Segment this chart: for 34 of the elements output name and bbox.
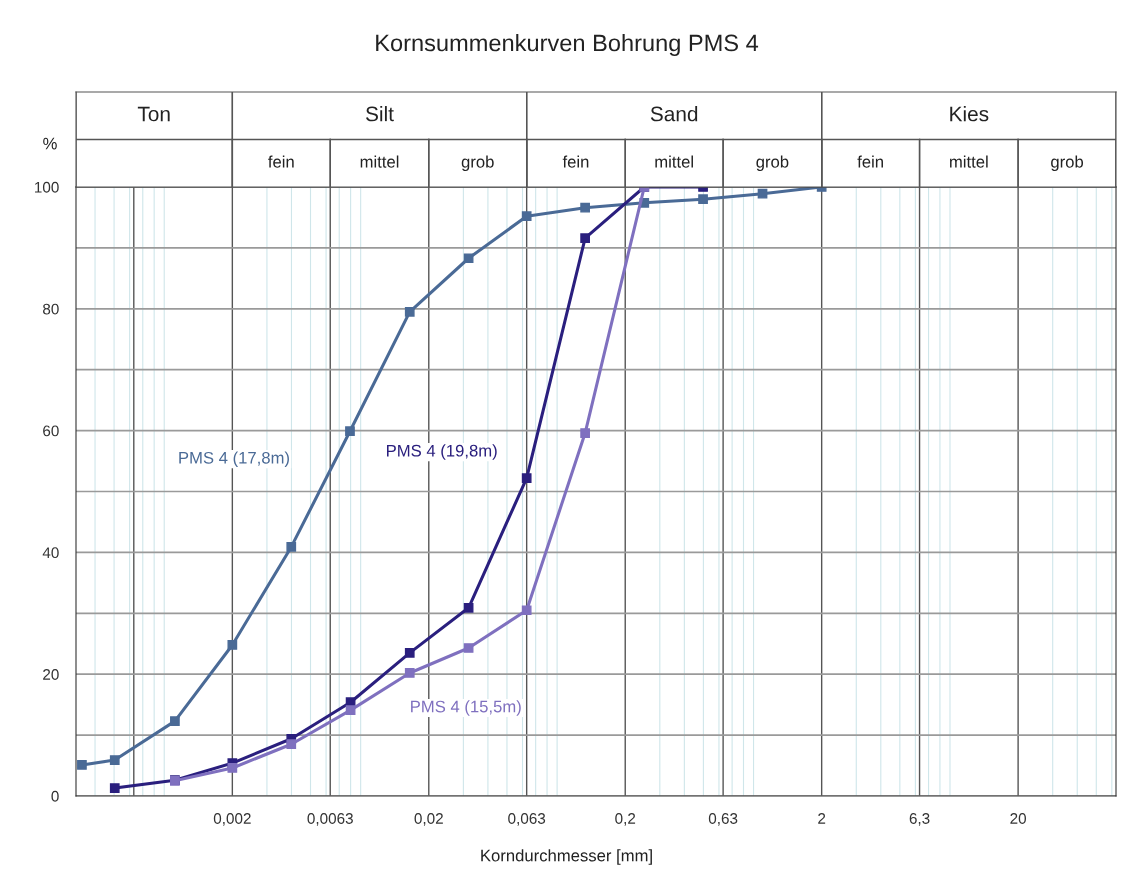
text: grob [461, 155, 494, 172]
x-tick-label: 20 [1010, 813, 1027, 824]
x-tick-label: 0,002 [213, 813, 251, 826]
text: Silt [365, 106, 394, 122]
text: Ton [137, 106, 170, 122]
series-label: PMS 4 (19,8m) [387, 444, 497, 460]
y-tick-label: 100 [35, 181, 59, 193]
x-tick-label: 2 [818, 813, 826, 824]
text: fein [562, 155, 589, 168]
text: grob [1051, 155, 1084, 172]
text: mittel [950, 155, 988, 168]
y-tick-label: 60 [43, 425, 59, 437]
text: fein [268, 155, 294, 168]
chart-title: Kornsummenkurven Bohrung PMS 4 [376, 34, 759, 56]
x-tick-label: 6,3 [909, 813, 930, 826]
x-tick-label: 0,063 [508, 813, 546, 826]
x-tick-label: 0,0063 [307, 813, 353, 826]
x-axis-title: Korndurchmesser [mm] [481, 849, 652, 865]
y-axis-title: % [43, 137, 57, 150]
text: Sand [650, 106, 698, 122]
y-tick-label: 80 [43, 303, 59, 315]
y-tick-label: 20 [43, 669, 59, 680]
text: grob [756, 155, 789, 172]
x-tick-label: 0,63 [708, 813, 738, 826]
y-tick-label: 0 [51, 790, 59, 802]
text: mittel [655, 155, 693, 168]
text: Kies [950, 106, 989, 122]
series-label: PMS 4 (15,5m) [411, 700, 521, 716]
text: mittel [360, 155, 399, 168]
x-tick-label: 0,2 [615, 813, 636, 826]
x-tick-label: 0,02 [414, 813, 443, 826]
text: PMS 4 (17,8m) [179, 451, 289, 467]
y-tick-label: 40 [42, 547, 59, 559]
text: fein [857, 155, 883, 168]
